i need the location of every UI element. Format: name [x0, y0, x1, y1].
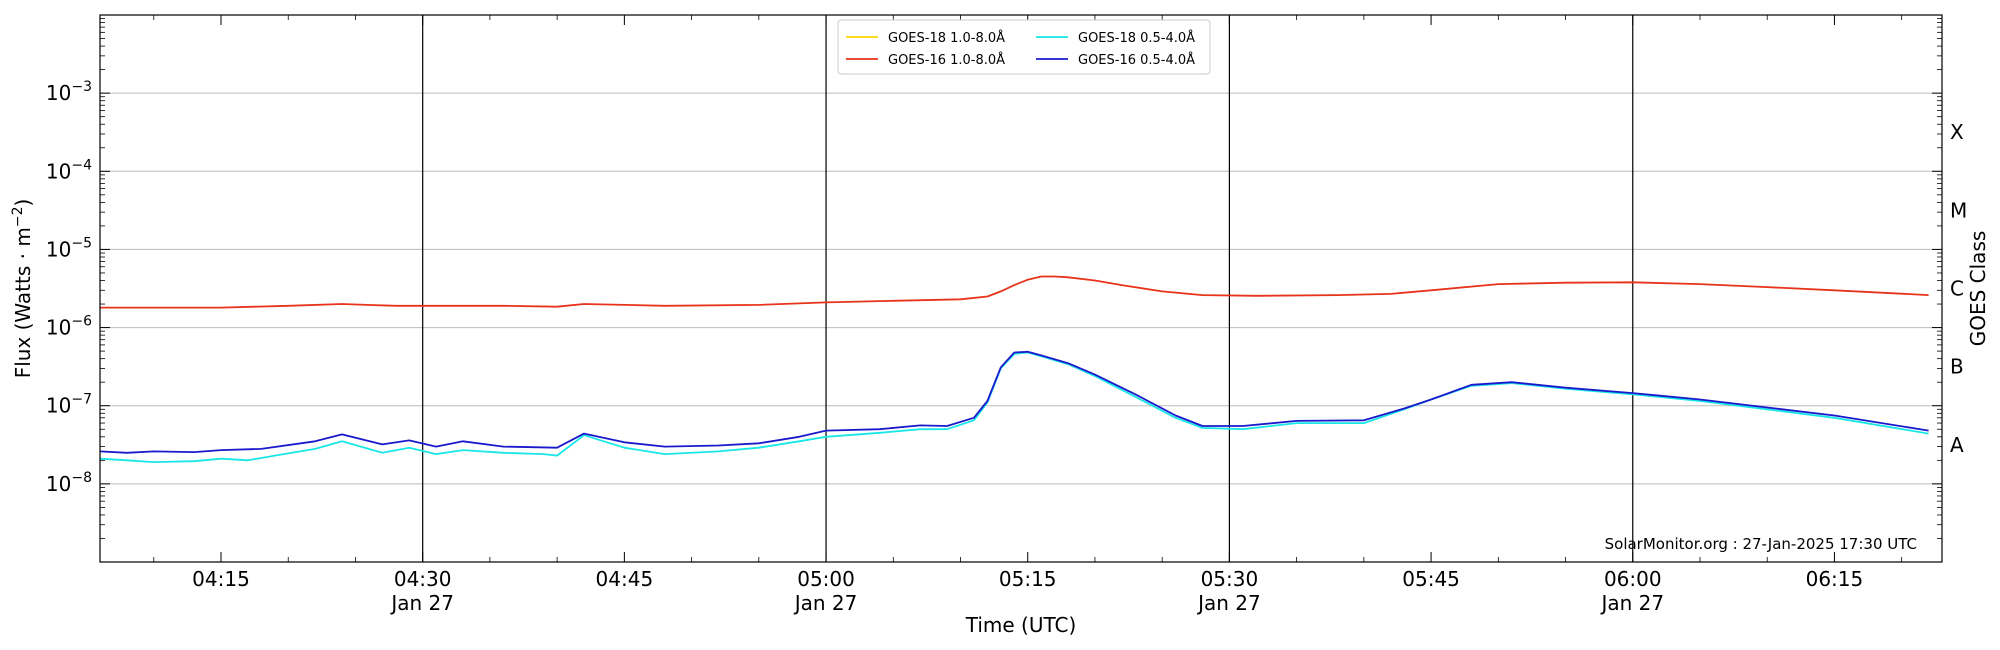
legend-box	[837, 19, 1211, 75]
legend: GOES-18 1.0-8.0Å GOES-16 1.0-8.0Å GOES-18 …	[837, 19, 1211, 75]
series-line-3	[99, 350, 1929, 454]
x-tick-label: 05:15	[999, 567, 1057, 591]
goes-class-x: X	[1950, 120, 1964, 144]
y-tick-label: 10−4	[46, 157, 92, 183]
goes-class-m: M	[1950, 198, 1967, 222]
legend-entry: GOES-16 1.0-8.0Å	[888, 52, 1005, 68]
y-axis-ticks: 10−8 10−7 10−6 10−5 10−4 10−3	[46, 18, 1942, 539]
x-tick-label: 06:00	[1604, 567, 1662, 591]
goes-class-a: A	[1950, 433, 1964, 457]
goes-class-c: C	[1950, 277, 1964, 301]
x-tick-label: 04:45	[596, 567, 654, 591]
x-tick-date-label: Jan 27	[1599, 591, 1664, 615]
x-tick-date-label: Jan 27	[1196, 591, 1261, 615]
goes-class-labels: A B C M X	[1950, 120, 1967, 457]
series-lines	[99, 275, 1929, 463]
legend-entry: GOES-18 0.5-4.0Å	[1078, 30, 1195, 46]
goes-class-axis-label: GOES Class	[1966, 231, 1990, 347]
x-tick-date-label: Jan 27	[793, 591, 858, 615]
y-tick-label: 10−3	[46, 79, 92, 105]
legend-entry: GOES-18 1.0-8.0Å	[888, 30, 1005, 46]
x-tick-label: 06:15	[1806, 567, 1864, 591]
y-tick-label: 10−6	[46, 314, 92, 340]
x-tick-label: 05:30	[1201, 567, 1259, 591]
x-axis-label: Time (UTC)	[965, 613, 1077, 637]
y-tick-label: 10−7	[46, 392, 92, 418]
plot-frame	[99, 14, 1943, 563]
x-tick-date-label: Jan 27	[389, 591, 454, 615]
legend-entry: GOES-16 0.5-4.0Å	[1078, 52, 1195, 68]
y-axis-label: Flux (Watts · m−2)	[10, 199, 35, 379]
y-tick-label: 10−8	[46, 470, 92, 496]
x-tick-label: 05:45	[1402, 567, 1460, 591]
grid-lines	[100, 92, 1942, 485]
y-tick-label: 10−5	[46, 235, 92, 261]
source-annotation: SolarMonitor.org : 27-Jan-2025 17:30 UTC	[1605, 535, 1917, 553]
x-tick-label: 04:15	[192, 567, 250, 591]
series-line-1	[100, 275, 1929, 309]
goes-class-b: B	[1950, 355, 1964, 379]
x-tick-label: 04:30	[394, 567, 452, 591]
series-line-2	[99, 351, 1929, 463]
day-vertical-lines	[422, 15, 1634, 562]
x-tick-label: 05:00	[797, 567, 855, 591]
